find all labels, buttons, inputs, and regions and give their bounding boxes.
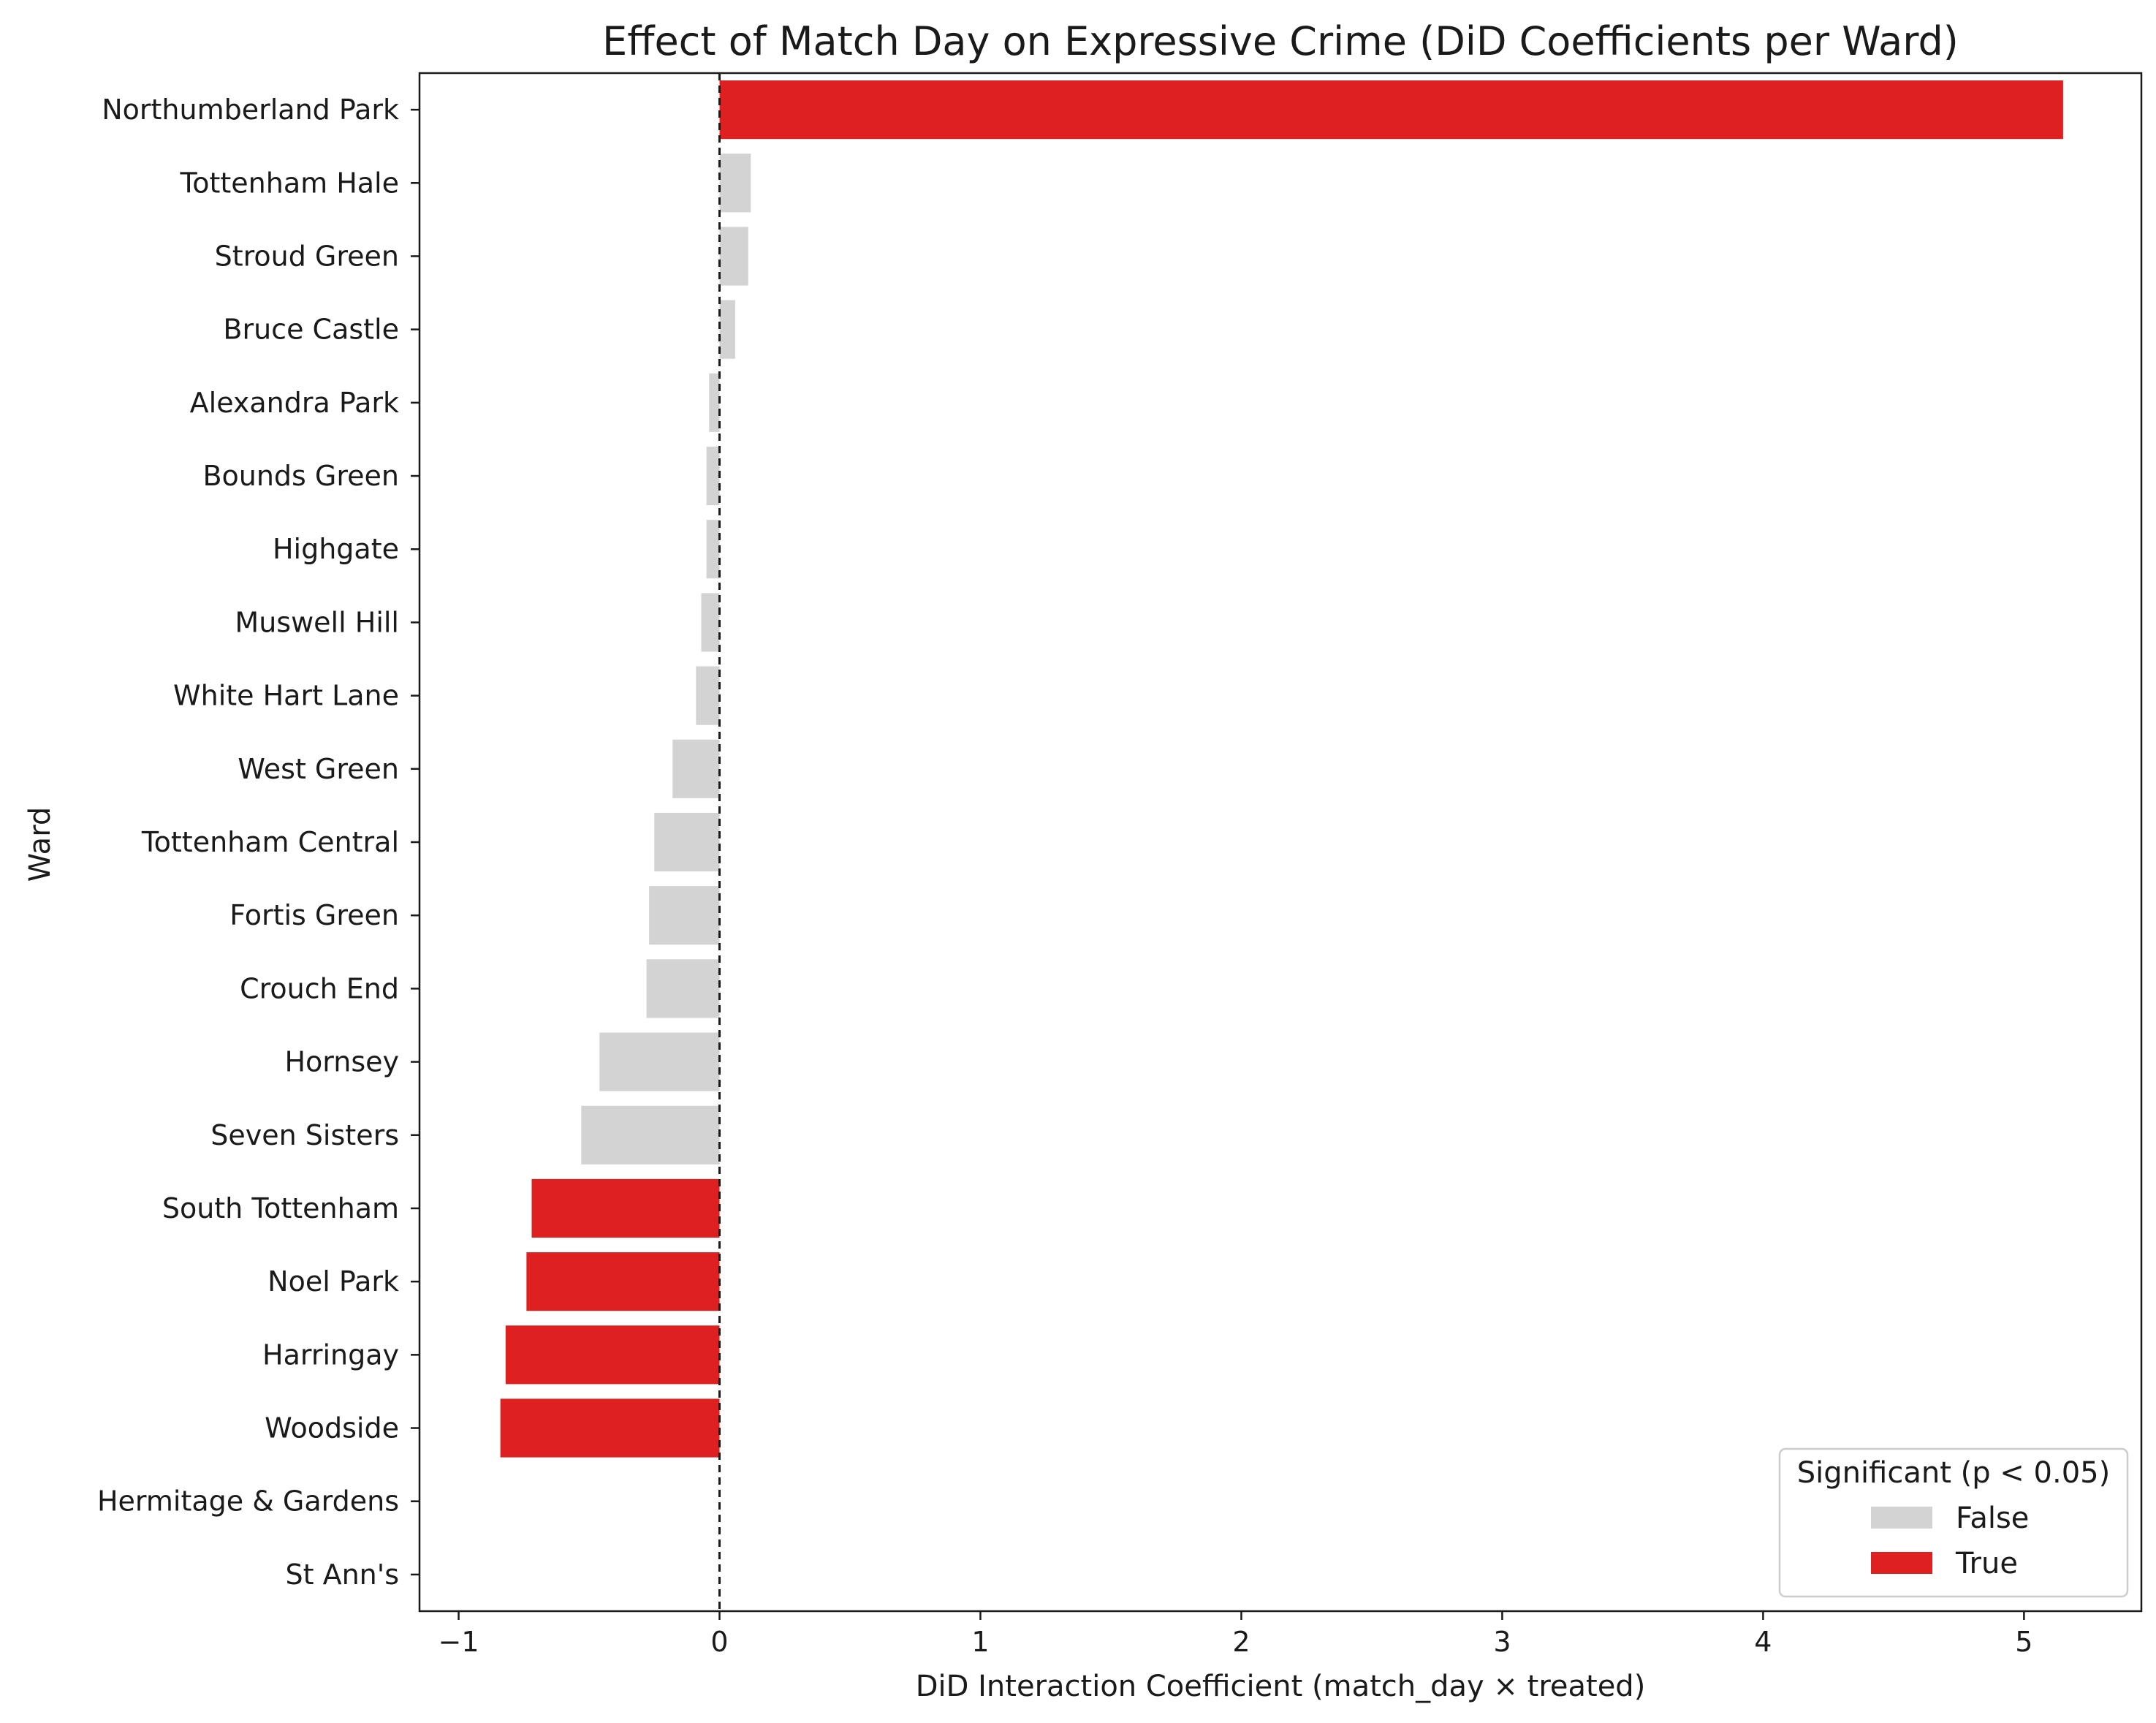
bar-woodside — [500, 1398, 720, 1458]
y-tick-label: Stroud Green — [215, 240, 399, 272]
y-tick-label: White Hart Lane — [173, 680, 399, 712]
y-tick-label: St Ann's — [285, 1559, 399, 1591]
bars-layer — [500, 80, 2063, 1458]
legend-swatch-true — [1871, 1552, 1932, 1574]
y-tick-label: Bounds Green — [202, 460, 399, 492]
bar-tottenham-hale — [719, 154, 751, 213]
x-tick-label: 4 — [1754, 1626, 1772, 1658]
legend-box — [1778, 1447, 2129, 1598]
y-axis-label: Ward — [23, 807, 57, 882]
x-axis-label: DiD Interaction Coefficient (match_day ×… — [916, 1670, 1646, 1703]
legend-label-false: False — [1956, 1502, 2029, 1535]
bar-fortis-green — [649, 886, 720, 945]
chart-title: Effect of Match Day on Expressive Crime … — [602, 18, 1959, 64]
y-tick-label: Harringay — [262, 1338, 399, 1371]
bar-seven-sisters — [581, 1105, 720, 1165]
y-tick-label: Hornsey — [284, 1046, 399, 1078]
bar-tottenham-central — [654, 812, 720, 872]
bar-muswell-hill — [701, 593, 720, 652]
bar-highgate — [706, 520, 720, 579]
bar-white-hart-lane — [696, 666, 720, 725]
bar-northumberland-park — [719, 80, 2063, 140]
y-tick-label: Northumberland Park — [102, 94, 399, 126]
y-tick-label: Muswell Hill — [235, 606, 399, 638]
y-tick-label: Alexandra Park — [190, 387, 399, 419]
bar-hornsey — [599, 1032, 720, 1091]
y-tick-label: Noel Park — [267, 1265, 399, 1298]
bar-west-green — [672, 739, 720, 798]
bar-noel-park — [526, 1252, 720, 1311]
y-tick-label: Bruce Castle — [223, 314, 399, 346]
x-tick-label: 1 — [971, 1626, 989, 1658]
y-tick-label: Fortis Green — [229, 899, 399, 931]
y-tick-label: Seven Sisters — [210, 1119, 399, 1151]
x-tick-label: 2 — [1232, 1626, 1250, 1658]
y-tick-label: Tottenham Hale — [179, 167, 399, 199]
y-tick-label: South Tottenham — [162, 1192, 399, 1224]
bar-alexandra-park — [709, 373, 720, 432]
legend: Significant (p < 0.05) False True — [1778, 1447, 2129, 1598]
legend-swatch-false — [1871, 1507, 1932, 1529]
y-tick-label: Tottenham Central — [141, 826, 399, 858]
x-tick-label: 0 — [710, 1626, 728, 1658]
y-tick-label: Woodside — [265, 1412, 399, 1444]
bar-bounds-green — [706, 446, 720, 506]
x-tick-label: 5 — [2015, 1626, 2032, 1658]
bar-bruce-castle — [719, 300, 735, 359]
bar-harringay — [505, 1325, 720, 1385]
bar-south-tottenham — [531, 1178, 720, 1238]
legend-label-true: True — [1955, 1547, 2018, 1580]
y-axis-ticks: Northumberland Park Tottenham Hale Stroud … — [97, 94, 420, 1591]
y-tick-label: Highgate — [273, 533, 399, 565]
x-tick-label: 3 — [1493, 1626, 1511, 1658]
bar-stroud-green — [719, 227, 748, 286]
y-tick-label: Hermitage & Gardens — [97, 1485, 399, 1518]
y-tick-label: Crouch End — [240, 972, 399, 1004]
x-axis-ticks: −1 0 1 2 3 4 5 — [439, 1611, 2032, 1658]
y-tick-label: West Green — [238, 753, 399, 785]
bar-crouch-end — [646, 959, 720, 1018]
legend-title: Significant (p < 0.05) — [1797, 1456, 2110, 1490]
x-tick-label: −1 — [439, 1626, 479, 1658]
